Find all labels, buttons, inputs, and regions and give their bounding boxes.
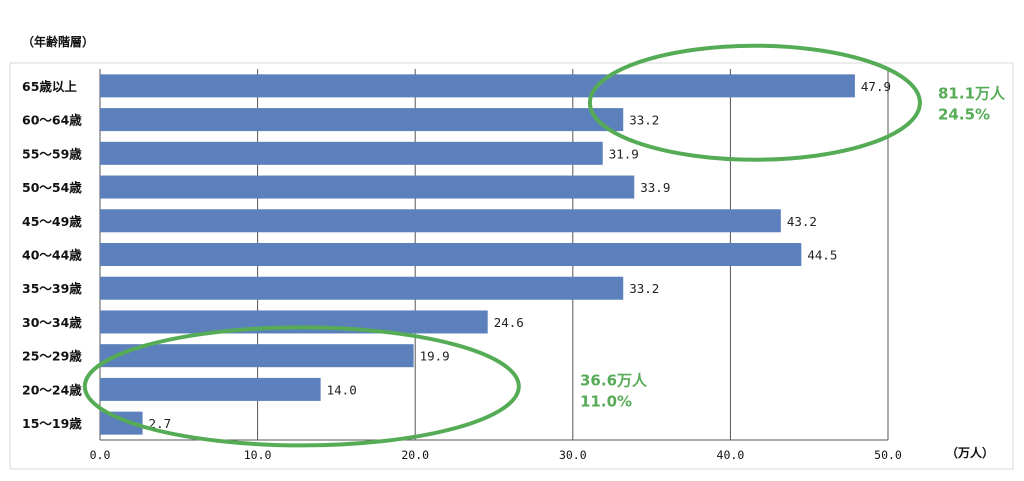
annotation-percent: 11.0% <box>580 392 632 410</box>
y-tick-label: 45～49歳 <box>22 214 82 229</box>
annotation-percent: 24.5% <box>938 106 990 124</box>
y-tick-label: 50～54歳 <box>22 180 82 195</box>
bar <box>100 108 624 132</box>
bar <box>100 310 488 334</box>
bar <box>100 411 143 435</box>
x-axis-label: （万人） <box>946 445 994 460</box>
y-tick-label: 20～24歳 <box>22 382 82 397</box>
value-label: 24.6 <box>494 315 524 330</box>
annotation-total: 36.6万人 <box>580 371 648 389</box>
value-label: 33.2 <box>629 281 659 296</box>
value-label: 19.9 <box>420 349 450 364</box>
value-label: 2.7 <box>149 416 172 431</box>
y-tick-label: 35～39歳 <box>22 281 82 296</box>
x-tick-label: 30.0 <box>559 448 587 462</box>
plot-frame <box>9 62 1014 470</box>
bar <box>100 209 781 233</box>
value-label: 31.9 <box>609 146 639 161</box>
bar <box>100 175 635 199</box>
annotation-total: 81.1万人 <box>938 85 1006 103</box>
bar <box>100 377 321 401</box>
bar <box>100 276 624 300</box>
x-tick-label: 10.0 <box>244 448 272 462</box>
y-tick-label: 55～59歳 <box>22 146 82 161</box>
value-label: 43.2 <box>787 214 817 229</box>
value-label: 47.9 <box>861 79 891 94</box>
y-tick-label: 15～19歳 <box>22 416 82 431</box>
bars <box>100 74 855 435</box>
value-label: 33.2 <box>629 113 659 128</box>
y-tick-label: 40～44歳 <box>22 248 82 263</box>
y-axis-label: （年齢階層） <box>22 34 94 49</box>
y-tick-label: 65歳以上 <box>22 79 77 94</box>
value-label: 14.0 <box>327 382 357 397</box>
bar <box>100 141 603 165</box>
highlight-ellipse <box>82 325 521 448</box>
y-tick-label: 60～64歳 <box>22 113 82 128</box>
bar <box>100 344 414 368</box>
y-tick-label: 30～34歳 <box>22 315 82 330</box>
annotations: 81.1万人 24.5% 36.6万人 11.0% <box>82 43 1006 448</box>
value-labels: 47.9 33.2 31.9 33.9 43.2 44.5 33.2 24.6 19.9 14.0… <box>149 79 891 431</box>
x-tick-label: 20.0 <box>401 448 429 462</box>
y-tick-label: 25～29歳 <box>22 349 82 364</box>
highlight-ellipse <box>587 43 922 162</box>
bar <box>100 74 855 98</box>
bar <box>100 243 802 266</box>
x-tick-labels: 0.0 10.0 20.0 30.0 40.0 50.0 <box>90 448 902 462</box>
x-tick-label: 50.0 <box>874 448 902 462</box>
value-label: 44.5 <box>807 248 837 263</box>
x-tick-label: 0.0 <box>90 448 111 462</box>
y-tick-labels: 65歳以上 60～64歳 55～59歳 50～54歳 45～49歳 40～44歳 35～39… <box>22 79 82 431</box>
x-tick-label: 40.0 <box>717 448 745 462</box>
value-label: 33.9 <box>640 180 670 195</box>
